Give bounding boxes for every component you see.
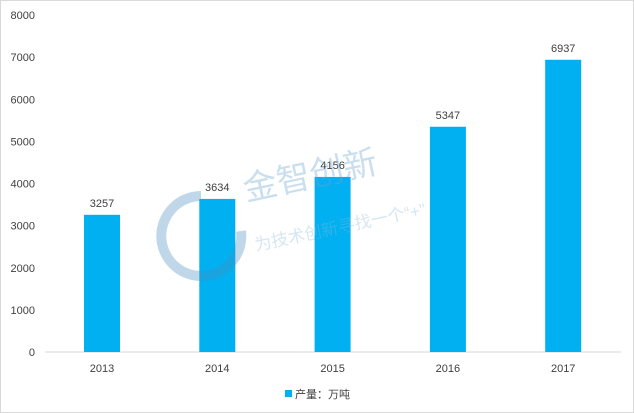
bar-2014: [199, 198, 236, 352]
data-label: 6937: [551, 43, 575, 55]
y-tick-label: 4000: [11, 179, 35, 191]
x-tick-label: 2015: [320, 363, 344, 375]
y-tick-label: 2000: [11, 263, 35, 275]
y-tick-label: 1000: [11, 305, 35, 317]
y-tick-label: 5000: [11, 136, 35, 148]
x-tick-label: 2016: [436, 363, 460, 375]
data-label: 4156: [320, 160, 344, 172]
bar-2017: [545, 59, 582, 353]
y-tick-label: 8000: [11, 10, 35, 22]
bar-2016: [429, 126, 466, 352]
data-label: 5347: [436, 110, 460, 122]
y-tick-label: 7000: [11, 52, 35, 64]
bar-2013: [84, 214, 120, 352]
y-tick-label: 6000: [11, 94, 35, 106]
x-tick-label: 2017: [551, 363, 575, 375]
x-tick-label: 2013: [90, 363, 114, 375]
data-label: 3257: [90, 198, 114, 210]
x-tick-label: 2014: [205, 363, 229, 375]
data-label: 3634: [205, 182, 229, 194]
legend-label: 产量：万吨: [295, 387, 350, 401]
watermark-title: 金智创新: [240, 143, 381, 208]
y-tick-label: 3000: [11, 221, 35, 233]
legend-swatch: [285, 390, 292, 397]
legend: 产量：万吨: [285, 387, 350, 401]
bar-2015: [314, 176, 351, 352]
y-tick-label: 0: [29, 347, 35, 359]
